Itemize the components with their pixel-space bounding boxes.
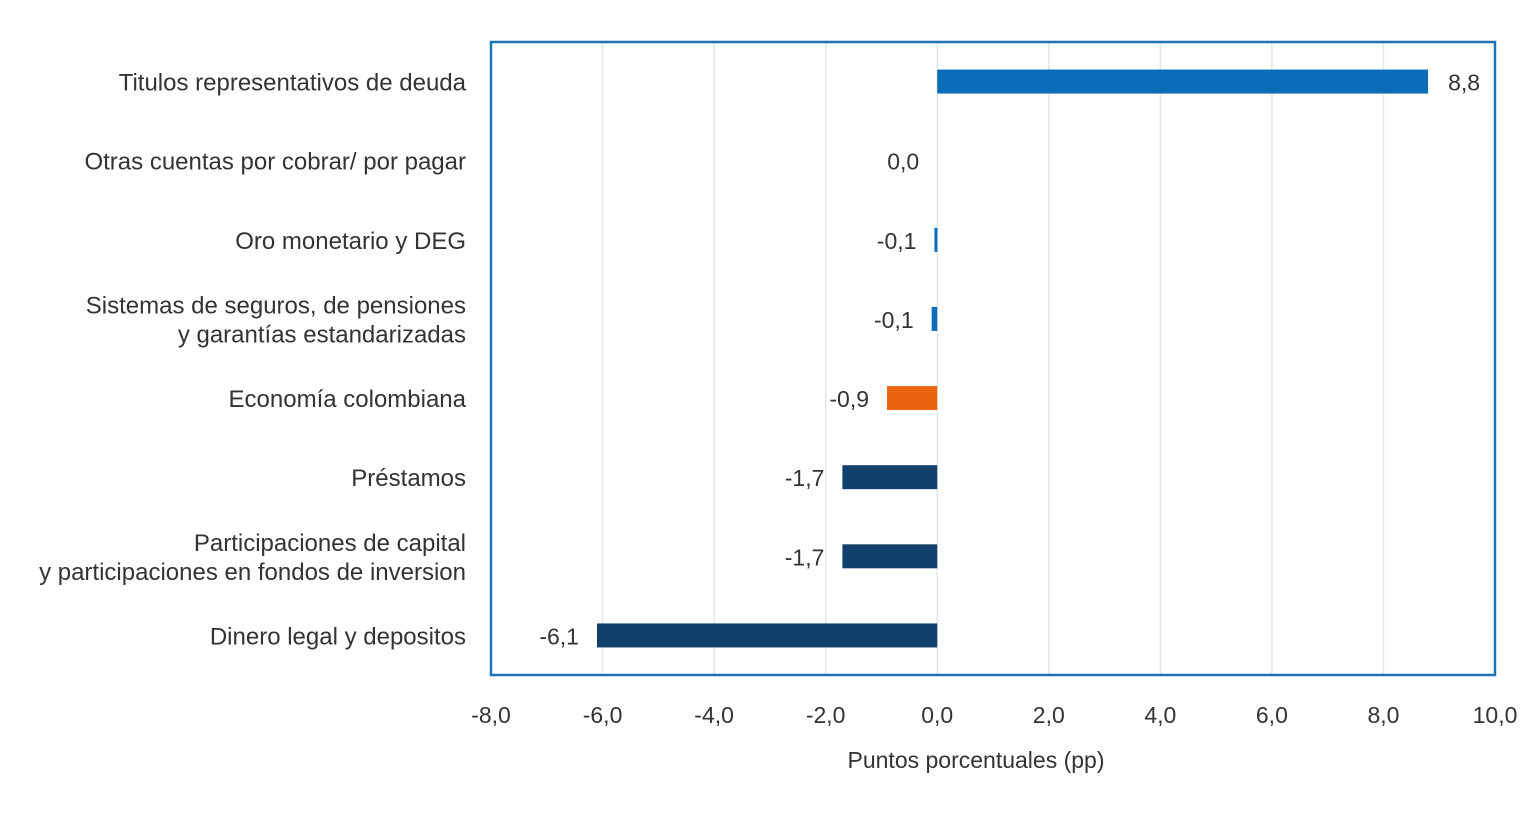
data-label: 8,8 — [1448, 70, 1480, 96]
data-label: -1,7 — [785, 465, 825, 491]
category-label: Economía colombiana — [229, 386, 467, 413]
x-tick-label: -6,0 — [583, 702, 623, 728]
category-label: y garantías estandarizadas — [178, 321, 466, 348]
category-label: y participaciones en fondos de inversion — [39, 559, 466, 586]
data-label: -1,7 — [785, 544, 825, 570]
data-label: -0,9 — [829, 386, 869, 412]
bar — [842, 544, 938, 569]
x-tick-label: 4,0 — [1144, 702, 1176, 728]
category-label: Oro monetario y DEG — [235, 228, 466, 255]
data-label: -6,1 — [539, 623, 579, 649]
bars — [596, 69, 1429, 648]
data-label: -0,1 — [877, 228, 917, 254]
bar — [887, 386, 938, 411]
category-label: Préstamos — [351, 465, 466, 492]
x-tick-label: 8,0 — [1367, 702, 1399, 728]
bar — [596, 623, 938, 648]
bar — [934, 227, 938, 252]
data-label: -0,1 — [874, 307, 914, 333]
bar — [931, 306, 938, 331]
x-axis-tick-labels: -8,0 -6,0 -4,0 -2,0 0,0 2,0 4,0 6,0 8,0 10,0 — [471, 702, 1517, 728]
category-label: Otras cuentas por cobrar/ por pagar — [84, 149, 466, 176]
x-tick-label: 10,0 — [1473, 702, 1518, 728]
x-tick-label: 2,0 — [1033, 702, 1065, 728]
category-labels: Titulos representativos de deuda Otras cu… — [39, 70, 467, 651]
x-tick-label: -4,0 — [694, 702, 734, 728]
bar — [937, 69, 1429, 94]
x-tick-label: 6,0 — [1256, 702, 1288, 728]
x-tick-label: -8,0 — [471, 702, 511, 728]
bar — [842, 465, 938, 490]
category-label: Titulos representativos de deuda — [119, 70, 467, 97]
grid-lines — [601, 42, 1385, 675]
category-label: Sistemas de seguros, de pensiones — [86, 292, 466, 319]
data-label: 0,0 — [887, 149, 919, 175]
x-tick-label: 0,0 — [921, 702, 953, 728]
x-tick-label: -2,0 — [806, 702, 846, 728]
category-label: Dinero legal y depositos — [210, 623, 466, 650]
category-label: Participaciones de capital — [194, 530, 466, 557]
data-labels: 8,8 0,0 -0,1 -0,1 -0,9 -1,7 -1,7 -6,1 — [539, 70, 1480, 650]
x-axis-title: Puntos porcentuales (pp) — [848, 747, 1105, 773]
plot-frame — [489, 40, 1497, 677]
